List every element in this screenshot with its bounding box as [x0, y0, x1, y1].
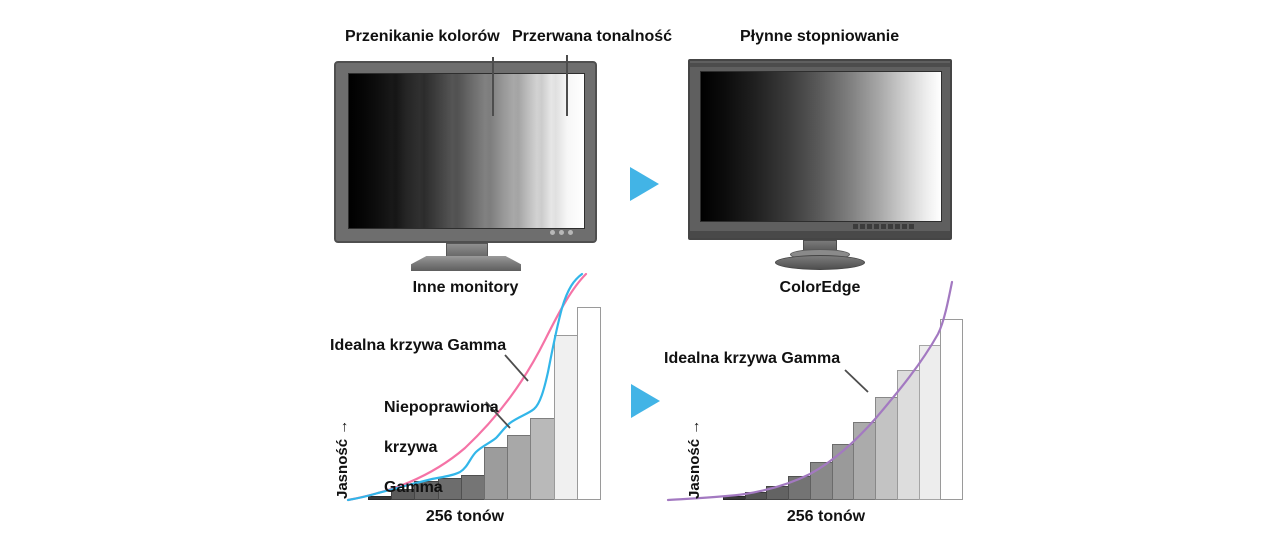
label-line: Niepoprawiona	[384, 399, 499, 416]
dot-icon	[550, 230, 555, 235]
dot-icon	[559, 230, 564, 235]
dash-icon	[895, 224, 900, 229]
dot-icon	[568, 230, 573, 235]
gradient-screen-smooth	[700, 71, 942, 222]
curves-overlay	[666, 280, 954, 502]
monitor-stand-neck	[446, 243, 488, 257]
monitor-stand-base	[775, 255, 865, 270]
chart-broken-gamma	[340, 272, 620, 502]
gradient-screen-banded	[348, 73, 585, 229]
monitor-other	[334, 61, 597, 243]
callout-line-color-bleed	[492, 57, 494, 116]
bar	[460, 475, 486, 500]
label-line: Gamma	[384, 479, 443, 496]
monitor-stand-base	[411, 256, 521, 271]
label-line: krzywa	[384, 439, 438, 456]
ideal-gamma-curve	[666, 280, 954, 502]
label-color-bleed: Przenikanie kolorów	[345, 28, 500, 45]
bezel-top-band	[690, 63, 950, 67]
arrow-right-icon	[630, 167, 659, 201]
curves-overlay	[346, 272, 588, 502]
callout-line-broken-tonality	[566, 55, 568, 116]
indicator-dots	[550, 230, 573, 235]
bar	[530, 418, 555, 500]
monitor-coloredge	[688, 59, 952, 240]
bar	[553, 335, 578, 500]
callout-line-ideal-gamma	[504, 354, 529, 382]
dash-icon	[881, 224, 886, 229]
bar-group	[723, 319, 964, 500]
label-smooth-gradation: Płynne stopniowanie	[740, 28, 900, 45]
dash-icon	[888, 224, 893, 229]
dash-icon	[860, 224, 865, 229]
y-axis-label-brightness: Jasność →	[686, 419, 703, 499]
uncorrected-gamma-curve	[346, 272, 584, 502]
label-ideal-gamma-right: Idealna krzywa Gamma	[664, 350, 841, 367]
dash-icon	[874, 224, 879, 229]
bezel-bottom-band	[690, 231, 950, 238]
dash-icon	[853, 224, 858, 229]
label-broken-tonality: Przerwana tonalność	[512, 28, 673, 45]
callout-line-ideal-gamma	[844, 369, 869, 393]
dash-icon	[867, 224, 872, 229]
arrow-right-icon	[631, 384, 660, 418]
x-axis-label-tones: 256 tonów	[425, 508, 505, 525]
dash-icon	[902, 224, 907, 229]
chart-ideal-gamma	[660, 272, 970, 502]
label-ideal-gamma-left: Idealna krzywa Gamma	[330, 337, 507, 354]
bar-group	[368, 307, 602, 500]
callout-line-uncorrected-gamma	[485, 401, 511, 429]
dash-icon	[909, 224, 914, 229]
caption-coloredge: ColorEdge	[779, 279, 861, 296]
caption-other-monitors: Inne monitory	[412, 279, 519, 296]
y-axis-label-brightness: Jasność →	[334, 419, 351, 499]
bar	[940, 319, 964, 500]
x-axis-label-tones: 256 tonów	[786, 508, 866, 525]
bar	[576, 307, 602, 500]
label-uncorrected-gamma: Niepoprawiona krzywa Gamma	[384, 378, 499, 498]
control-buttons	[853, 224, 914, 229]
